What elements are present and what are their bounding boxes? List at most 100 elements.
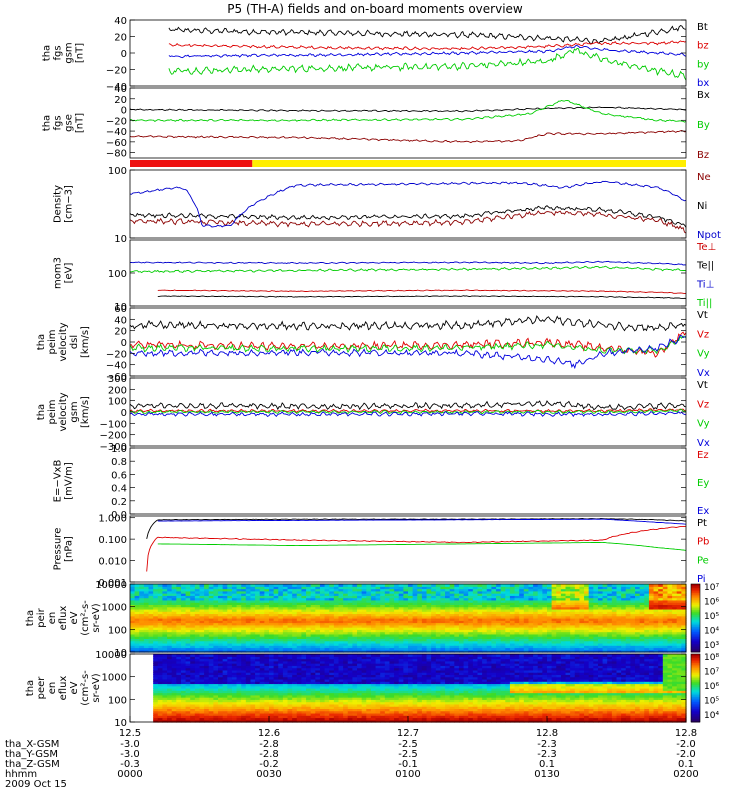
peir-spectrogram-cell: [148, 631, 154, 635]
peir-spectrogram-cell: [635, 615, 641, 619]
peir-spectrogram-cell: [180, 613, 187, 617]
peir-spectrogram-cell: [625, 595, 631, 599]
peir-spectrogram-cell: [398, 615, 404, 619]
peir-spectrogram-cell: [134, 606, 140, 610]
peir-spectrogram-cell: [496, 620, 502, 624]
peer-spectrogram-cell: [208, 685, 214, 689]
peer-spectrogram-cell: [176, 658, 182, 662]
peer-spectrogram-cell: [296, 692, 303, 696]
peer-spectrogram-cell: [180, 676, 187, 680]
peir-spectrogram-cell: [519, 642, 525, 646]
peir-spectrogram-cell: [542, 618, 548, 621]
peer-spectrogram-cell: [269, 697, 275, 700]
peir-spectrogram-cell: [245, 636, 252, 639]
peer-spectrogram-cell: [199, 688, 205, 691]
peir-spectrogram-cell: [537, 599, 543, 603]
peir-spectrogram-cell: [218, 618, 224, 621]
peir-spectrogram-cell: [255, 618, 261, 621]
peer-spectrogram-cell: [296, 708, 303, 712]
peir-spectrogram-cell: [403, 618, 409, 621]
peir-spectrogram-cell: [333, 631, 340, 635]
peir-spectrogram-cell: [134, 633, 140, 637]
peir-spectrogram-cell: [445, 599, 451, 603]
peir-spectrogram-cell: [139, 593, 145, 596]
peer-spectrogram-cell: [167, 712, 173, 716]
peir-spectrogram-cell: [611, 636, 618, 639]
peir-spectrogram-cell: [426, 586, 432, 590]
peer-spectrogram-cell: [236, 719, 242, 723]
peer-spectrogram-cell: [255, 701, 261, 705]
peir-spectrogram-cell: [370, 618, 377, 621]
peir-spectrogram-cell: [213, 633, 219, 637]
peir-spectrogram-cell: [514, 618, 520, 621]
peir-spectrogram-cell: [352, 611, 358, 615]
peer-spectrogram-cell: [171, 656, 177, 660]
peir-spectrogram-cell: [421, 593, 428, 596]
peer-spectrogram-cell: [306, 694, 312, 698]
peer-spectrogram-cell: [208, 717, 214, 721]
peir-spectrogram-cell: [408, 611, 414, 615]
peir-spectrogram-cell: [468, 633, 474, 637]
peir-spectrogram-cell: [259, 618, 265, 621]
peir-spectrogram-cell: [380, 611, 386, 615]
peir-spectrogram-cell: [574, 595, 581, 599]
peir-spectrogram-cell: [259, 590, 265, 594]
peir-spectrogram-cell: [681, 620, 687, 624]
peir-spectrogram-cell: [597, 611, 604, 615]
peir-spectrogram-cell: [625, 647, 631, 651]
peir-spectrogram-cell: [644, 595, 650, 599]
peir-spectrogram-cell: [384, 624, 391, 628]
peir-spectrogram-cell: [245, 618, 252, 621]
peir-spectrogram-cell: [408, 631, 414, 635]
peir-spectrogram-cell: [635, 588, 641, 592]
peir-spectrogram-cell: [621, 606, 627, 610]
peer-spectrogram-cell: [134, 674, 140, 678]
peir-spectrogram-cell: [292, 590, 298, 594]
peir-spectrogram-cell: [255, 631, 261, 635]
peir-spectrogram-cell: [162, 633, 168, 637]
peir-spectrogram-cell: [130, 588, 136, 592]
peir-spectrogram-cell: [370, 602, 377, 605]
peir-spectrogram-cell: [519, 627, 525, 630]
peir-spectrogram-cell: [435, 602, 442, 605]
peir-spectrogram-cell: [648, 649, 655, 653]
peir-spectrogram-cell: [556, 638, 562, 642]
peer-spectrogram-cell: [134, 683, 140, 687]
peir-spectrogram-cell: [264, 640, 270, 644]
peer-spectrogram-cell: [134, 712, 140, 716]
peer-spectrogram-cell: [245, 665, 252, 669]
peir-spectrogram-cell: [315, 618, 321, 621]
peer-spectrogram-cell: [143, 685, 150, 689]
peir-spectrogram-cell: [560, 620, 567, 624]
peir-spectrogram-cell: [537, 627, 543, 630]
peir-spectrogram-cell: [519, 636, 525, 639]
peir-spectrogram-cell: [648, 597, 655, 601]
peir-spectrogram-cell: [208, 611, 214, 615]
peir-spectrogram-cell: [463, 638, 469, 642]
peir-spectrogram-cell: [130, 631, 136, 635]
peir-spectrogram-cell: [496, 647, 502, 651]
peir-spectrogram-cell: [380, 620, 386, 624]
peer-spectrogram-cell: [292, 663, 298, 666]
peir-spectrogram-cell: [324, 636, 330, 639]
peir-spectrogram-cell: [477, 620, 483, 624]
peir-spectrogram-cell: [384, 629, 391, 633]
peer-spectrogram-cell: [306, 715, 312, 719]
peir-spectrogram-cell: [167, 593, 173, 596]
peer-spectrogram-cell: [255, 706, 261, 709]
ytick-label: 1000: [102, 603, 127, 614]
peir-spectrogram-cell: [639, 622, 645, 626]
peir-spectrogram-cell: [185, 622, 191, 626]
peir-spectrogram-cell: [408, 647, 414, 651]
peir-spectrogram-cell: [250, 647, 256, 651]
peir-spectrogram-colorbar-step: [691, 614, 700, 617]
peir-spectrogram-cell: [245, 627, 252, 630]
peir-spectrogram-cell: [157, 624, 164, 628]
peir-spectrogram-cell: [496, 618, 502, 621]
peir-spectrogram-cell: [449, 599, 455, 603]
peir-spectrogram-cell: [190, 593, 196, 596]
peir-spectrogram-cell: [287, 590, 293, 594]
peer-spectrogram-cell: [296, 660, 303, 664]
peir-spectrogram-cell: [222, 620, 228, 624]
peir-spectrogram-cell: [208, 584, 214, 587]
